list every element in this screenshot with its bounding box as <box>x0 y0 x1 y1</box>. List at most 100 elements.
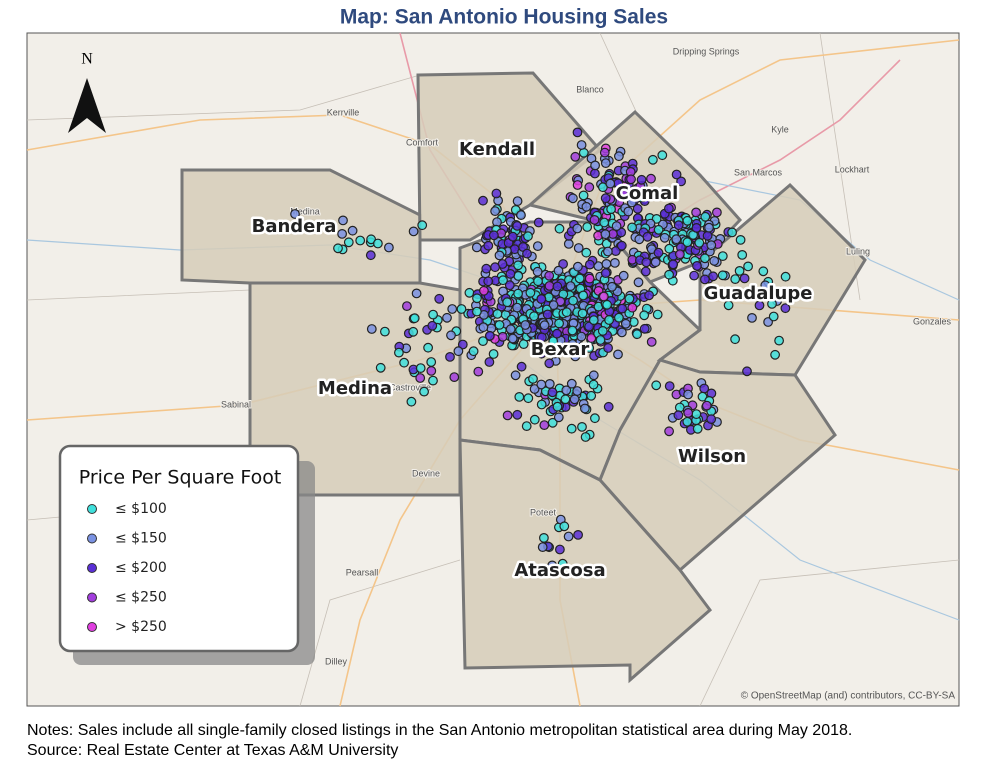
sale-point <box>730 334 740 345</box>
sale-point <box>548 300 559 311</box>
sale-point <box>682 416 693 427</box>
sale-point <box>502 410 513 421</box>
sale-point <box>516 210 526 221</box>
sale-point <box>717 270 728 281</box>
place-label: San Marcos <box>734 167 783 177</box>
sale-point <box>659 232 670 243</box>
sale-point <box>566 423 577 434</box>
sale-point <box>706 240 717 251</box>
sale-point <box>648 154 658 165</box>
sale-point <box>568 193 578 204</box>
sale-point <box>599 147 610 158</box>
sale-point <box>555 544 565 555</box>
sale-point <box>568 295 578 306</box>
sale-point <box>581 247 592 258</box>
sale-point <box>584 259 595 270</box>
sale-point <box>428 375 438 386</box>
sale-point <box>600 158 611 169</box>
sale-point <box>337 228 348 239</box>
sale-point <box>614 312 624 323</box>
sale-point <box>347 225 358 236</box>
sale-point <box>523 231 533 242</box>
sale-point <box>557 558 568 569</box>
sale-point <box>554 318 564 329</box>
sale-point <box>602 299 612 310</box>
sale-point <box>365 250 376 261</box>
sale-point <box>578 190 589 201</box>
sale-point <box>700 253 710 264</box>
sale-point <box>770 349 780 360</box>
sale-point <box>533 276 543 287</box>
sale-point <box>581 201 592 212</box>
north-arrow-shape <box>68 78 106 133</box>
sale-point <box>682 215 693 226</box>
sale-point <box>605 178 616 189</box>
sale-point <box>689 270 699 281</box>
sale-point <box>624 293 635 304</box>
sale-point <box>384 242 394 253</box>
sale-point <box>516 361 527 372</box>
sale-point <box>586 390 597 401</box>
sale-point <box>492 309 503 319</box>
sale-point <box>610 258 620 268</box>
sale-point <box>415 363 426 374</box>
sale-point <box>639 310 650 321</box>
sale-point <box>675 249 685 260</box>
sale-point <box>712 207 722 218</box>
sale-point <box>449 372 460 383</box>
sale-point <box>548 336 559 347</box>
sale-point <box>752 289 762 299</box>
sale-point <box>380 326 390 337</box>
title: Map: San Antonio Housing Sales <box>340 6 668 29</box>
sale-point <box>505 324 516 335</box>
sale-point <box>758 266 769 277</box>
sale-point <box>573 530 583 540</box>
sale-point <box>343 237 354 248</box>
sale-point <box>565 281 576 292</box>
sale-point <box>601 259 612 269</box>
sale-point <box>544 379 555 389</box>
north-label: N <box>81 51 93 68</box>
sale-point <box>489 230 499 241</box>
county-wilson <box>598 358 837 573</box>
sale-point <box>578 290 589 301</box>
sale-point <box>754 300 765 311</box>
sale-point <box>606 204 616 215</box>
sale-point <box>532 266 543 277</box>
sale-point <box>468 346 479 357</box>
sale-point <box>409 313 420 324</box>
sale-point <box>569 394 580 405</box>
place-label: Gonzales <box>913 316 952 326</box>
sale-point <box>582 222 593 232</box>
legend-label: ≤ $150 <box>115 531 167 547</box>
sale-point <box>529 384 540 394</box>
sale-point <box>544 270 555 281</box>
sale-point <box>423 342 434 353</box>
sale-point <box>434 293 445 304</box>
sale-point <box>632 329 642 340</box>
sale-point <box>447 304 458 314</box>
sale-point <box>547 417 558 428</box>
sale-point <box>573 243 584 253</box>
sale-point <box>607 281 617 292</box>
sale-point <box>570 151 581 162</box>
sale-point <box>483 240 494 251</box>
sale-point <box>471 242 482 253</box>
sale-point <box>641 257 652 268</box>
sale-point <box>547 560 558 571</box>
sale-point <box>692 423 703 434</box>
sale-point <box>406 396 417 407</box>
county-label: Medina <box>318 378 392 399</box>
sale-point <box>478 322 489 333</box>
county-label: Bexar <box>531 339 590 360</box>
sale-point <box>473 366 484 377</box>
sale-point <box>613 349 623 360</box>
sale-point <box>529 414 540 425</box>
sale-point <box>614 151 624 162</box>
sale-point <box>525 287 536 298</box>
place-label: Pearsall <box>346 567 379 577</box>
legend-swatch <box>87 622 97 632</box>
sale-point <box>664 243 675 254</box>
sale-point <box>490 262 501 273</box>
sale-point <box>627 302 638 313</box>
